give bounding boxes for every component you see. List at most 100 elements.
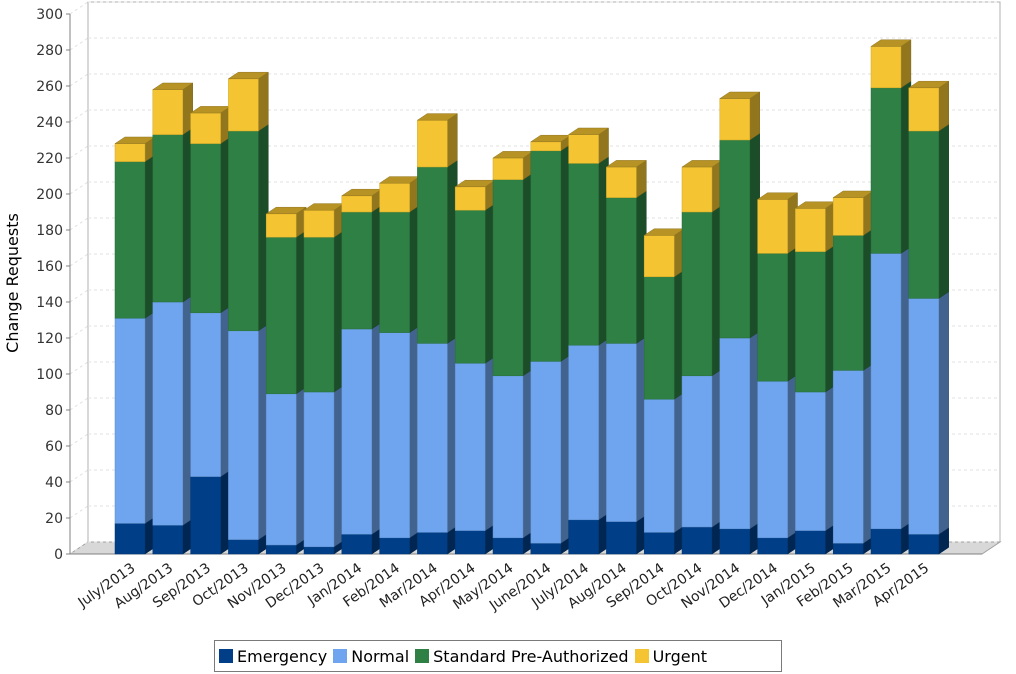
bar-urgent-3-top bbox=[227, 71, 270, 80]
bar-urgent-7 bbox=[379, 182, 410, 213]
bar-standard-pre-authorized-1 bbox=[152, 134, 184, 303]
bar-emergency-19 bbox=[832, 542, 864, 555]
bar-urgent-4 bbox=[265, 213, 297, 238]
bar-standard-pre-authorized-8 bbox=[417, 166, 448, 344]
gridline-depth bbox=[69, 469, 89, 483]
bar-emergency-5 bbox=[303, 546, 335, 555]
gridline-depth bbox=[69, 109, 89, 123]
bar-normal-15 bbox=[681, 375, 713, 528]
bar-urgent-8 bbox=[417, 119, 448, 168]
bar-standard-pre-authorized-18 bbox=[795, 251, 826, 393]
y-tick-label: 260 bbox=[36, 79, 63, 95]
bar-urgent-8-side bbox=[447, 113, 458, 168]
bar-urgent-21-top bbox=[907, 80, 950, 89]
bar-emergency-18 bbox=[795, 530, 826, 555]
bar-standard-pre-authorized-14 bbox=[643, 276, 675, 400]
bar-emergency-7 bbox=[379, 537, 410, 555]
bar-urgent-5 bbox=[303, 209, 335, 238]
bar-standard-pre-authorized-11 bbox=[530, 150, 562, 362]
bar-standard-pre-authorized-21-side bbox=[938, 123, 949, 299]
bar-stack-mar-2014 bbox=[416, 113, 459, 555]
gridline-depth bbox=[69, 397, 89, 411]
bar-stack-jan-2014 bbox=[340, 188, 383, 555]
gridline-depth bbox=[69, 541, 89, 555]
bar-emergency-11 bbox=[530, 542, 562, 555]
bar-stack-aug-2014 bbox=[605, 159, 648, 555]
bar-urgent-20-side bbox=[900, 39, 912, 89]
bar-urgent-17 bbox=[757, 199, 788, 254]
y-axis-label: Change Requests bbox=[3, 213, 22, 353]
bar-normal-21-side bbox=[938, 291, 949, 535]
gridline-depth bbox=[69, 289, 89, 303]
y-tick-label: 0 bbox=[54, 547, 63, 563]
bar-standard-pre-authorized-6 bbox=[341, 211, 373, 330]
bar-urgent-20 bbox=[870, 46, 902, 89]
legend-label: Urgent bbox=[652, 646, 708, 666]
bar-emergency-3 bbox=[228, 539, 259, 555]
bar-stack-dec-2014 bbox=[756, 192, 799, 555]
bar-emergency-8 bbox=[417, 532, 448, 555]
y-tick-label: 40 bbox=[45, 475, 63, 491]
bar-urgent-9 bbox=[454, 186, 486, 211]
bar-emergency-1 bbox=[152, 524, 184, 555]
bar-standard-pre-authorized-16 bbox=[719, 139, 751, 339]
bar-standard-pre-authorized-0 bbox=[114, 161, 146, 319]
y-tick-label: 160 bbox=[36, 259, 63, 275]
bar-urgent-14 bbox=[643, 235, 675, 278]
bar-urgent-13 bbox=[606, 166, 637, 198]
bar-normal-0 bbox=[114, 317, 146, 524]
bar-normal-19 bbox=[832, 370, 864, 544]
legend-swatch bbox=[415, 649, 430, 663]
bar-normal-17 bbox=[757, 380, 788, 539]
gridline-depth bbox=[69, 505, 89, 519]
gridline-depth bbox=[69, 325, 89, 339]
bar-urgent-6 bbox=[341, 195, 373, 213]
bar-urgent-21 bbox=[908, 87, 940, 132]
bar-standard-pre-authorized-17 bbox=[757, 253, 788, 382]
bar-standard-pre-authorized-7 bbox=[379, 211, 410, 333]
y-tick-label: 60 bbox=[45, 439, 63, 455]
legend-item-urgent: Urgent bbox=[634, 646, 708, 666]
bar-stack-apr-2015 bbox=[907, 80, 950, 555]
bar-emergency-4 bbox=[265, 544, 297, 555]
y-tick-label: 280 bbox=[36, 43, 63, 59]
bar-urgent-20-top bbox=[870, 39, 912, 47]
stacked-bar-chart: 0 20 40 60 80 100 120 140 160 180 200 220 240 260 280 3… bbox=[3, 1, 1002, 614]
bar-normal-8 bbox=[417, 343, 448, 533]
gridline-depth bbox=[69, 361, 89, 375]
y-tick-label: 80 bbox=[45, 403, 63, 419]
bar-normal-5 bbox=[303, 391, 335, 548]
bar-emergency-0 bbox=[114, 523, 146, 555]
bar-emergency-2 bbox=[190, 476, 221, 555]
bar-urgent-8-top bbox=[416, 113, 459, 121]
axis-layer bbox=[66, 13, 982, 555]
bar-normal-20 bbox=[870, 253, 902, 530]
gridline-depth bbox=[69, 1, 89, 15]
legend-item-normal: Normal bbox=[333, 647, 409, 666]
bar-stack-june-2014 bbox=[529, 134, 572, 555]
bar-urgent-3 bbox=[228, 78, 259, 132]
bar-stack-aug-2013 bbox=[151, 82, 194, 555]
gridline-depth bbox=[69, 73, 89, 87]
bar-normal-1 bbox=[152, 301, 184, 526]
legend: Emergency Normal Standard Pre-Authorized Ur… bbox=[214, 640, 782, 672]
legend-swatch bbox=[634, 649, 649, 663]
bar-normal-14 bbox=[643, 398, 675, 533]
bar-normal-13 bbox=[606, 343, 637, 522]
bar-urgent-19 bbox=[832, 197, 864, 236]
bar-emergency-12 bbox=[568, 519, 599, 555]
bar-emergency-10 bbox=[492, 537, 524, 555]
bar-emergency-21 bbox=[908, 533, 940, 555]
bar-urgent-16-side bbox=[749, 91, 760, 141]
y-tick-label: 100 bbox=[36, 367, 63, 383]
bar-emergency-15 bbox=[681, 526, 713, 555]
gridline-depth bbox=[69, 145, 89, 159]
gridline-depth bbox=[69, 37, 89, 51]
bar-normal-6 bbox=[341, 328, 373, 535]
bar-standard-pre-authorized-19 bbox=[832, 235, 864, 371]
y-tick-label: 200 bbox=[36, 187, 63, 203]
bar-stack-jan-2015 bbox=[794, 201, 837, 555]
bar-urgent-12-top bbox=[567, 127, 610, 135]
bar-emergency-20 bbox=[870, 528, 902, 555]
bar-urgent-17-top bbox=[756, 192, 799, 200]
